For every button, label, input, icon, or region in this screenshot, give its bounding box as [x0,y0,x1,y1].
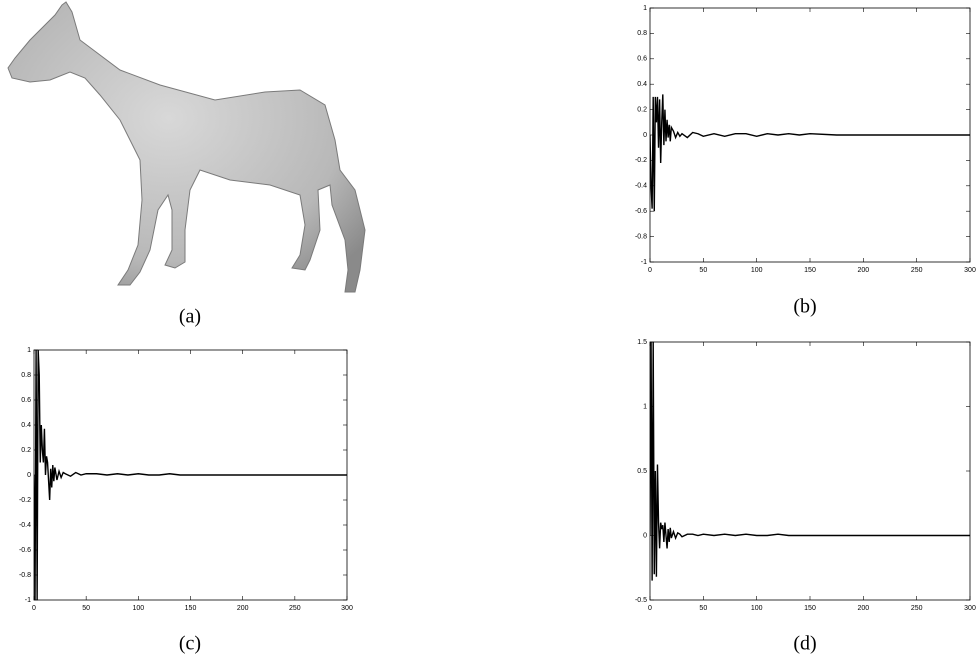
y-tick-label: -0.4 [19,522,31,529]
y-tick-label: -0.6 [19,547,31,554]
y-tick-label: 0.4 [637,81,647,88]
x-tick-label: 0 [648,267,652,274]
y-tick-label: 0.8 [637,30,647,37]
x-tick-label: 0 [32,605,36,612]
x-tick-label: 0 [648,605,652,612]
y-tick-label: 0.5 [637,468,647,475]
y-tick-label: 1 [27,347,31,354]
x-tick-label: 200 [857,605,869,612]
x-tick-label: 50 [82,605,90,612]
x-tick-label: 250 [289,605,301,612]
y-tick-label: 1.5 [637,339,647,346]
y-tick-label: -0.5 [635,597,647,604]
data-line [34,350,347,600]
caption: (a) [179,306,201,328]
x-tick-label: 50 [699,605,707,612]
y-tick-label: 0.8 [21,372,31,379]
caption: (b) [793,296,816,318]
y-tick-label: -0.2 [19,497,31,504]
y-tick-label: 0 [643,532,647,539]
y-tick-label: 1 [643,5,647,12]
x-tick-label: 100 [751,267,763,274]
y-tick-label: 0.2 [21,447,31,454]
chart: 0 50 100 150 200 250 300 -1 -0.8 -0.6 -0.4 -0.2 0 0.2… [635,5,976,274]
x-tick-label: 150 [804,267,816,274]
y-tick-label: -0.8 [19,572,31,579]
plot-frame [650,342,970,600]
y-tick-label: 0.2 [637,106,647,113]
x-tick-label: 250 [911,605,923,612]
caption: (c) [179,633,201,655]
horse-render [8,2,365,292]
figure: (a) (b) (c) (d) 050100150200250300-1-0.8… [0,0,976,666]
y-tick-label: -0.8 [635,233,647,240]
x-tick-label: 50 [699,267,707,274]
y-tick-label: 0 [643,132,647,139]
x-tick-label: 200 [237,605,249,612]
y-tick-label: -0.6 [635,208,647,215]
data-line [650,342,970,581]
y-tick-label: 0 [27,472,31,479]
y-tick-label: -0.4 [635,183,647,190]
y-tick-label: -0.2 [635,157,647,164]
chart: 0 50 100 150 200 250 300 -1 -0.8 -0.6 -0.4 -0.2 0 0.2… [19,347,353,612]
x-tick-label: 300 [964,267,976,274]
y-tick-label: 0.6 [21,397,31,404]
y-tick-label: -1 [25,597,31,604]
y-tick-label: -1 [641,259,647,266]
caption: (d) [793,633,816,655]
x-tick-label: 250 [911,267,923,274]
y-tick-label: 0.4 [21,422,31,429]
x-tick-label: 300 [964,605,976,612]
x-tick-label: 200 [857,267,869,274]
y-tick-label: 1 [643,403,647,410]
x-tick-label: 150 [185,605,197,612]
x-tick-label: 100 [751,605,763,612]
x-tick-label: 100 [132,605,144,612]
x-tick-label: 150 [804,605,816,612]
x-tick-label: 300 [341,605,353,612]
data-line [650,94,970,211]
y-tick-label: 0.6 [637,56,647,63]
